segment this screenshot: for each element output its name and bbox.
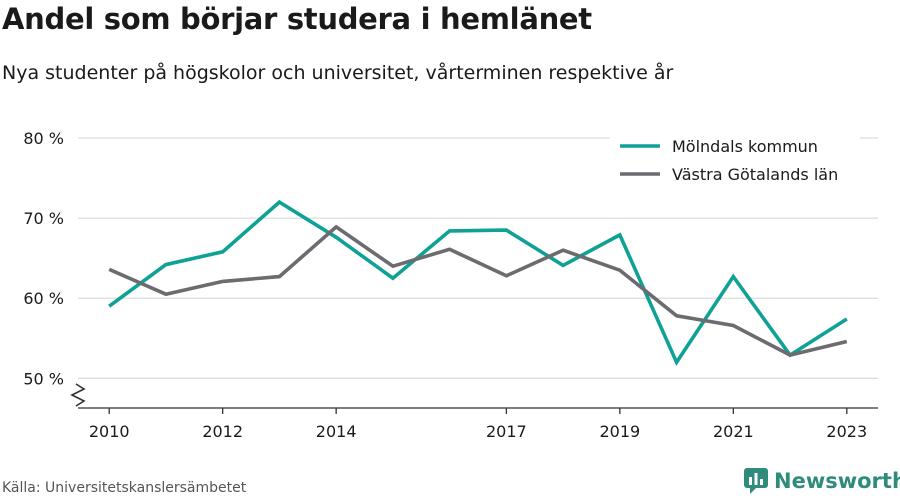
series-lines: [108, 199, 848, 367]
chart-title: Andel som börjar studera i hemlänet: [2, 2, 592, 36]
x-tick-label: 2023: [826, 422, 867, 441]
legend: Mölndals kommun Västra Götalands län: [610, 130, 860, 184]
legend-item: Västra Götalands län: [610, 158, 860, 184]
legend-item-background: [610, 158, 860, 182]
series-line-vastra-gotalands-lan: [108, 224, 848, 358]
x-tick-label: 2021: [713, 422, 754, 441]
x-tick-label: 2014: [316, 422, 357, 441]
bar-chart-logo-icon: [744, 468, 768, 494]
y-tick-label: 80 %: [23, 129, 64, 148]
chart-subtitle: Nya studenter på högskolor och universit…: [2, 62, 674, 84]
brand-name: Newsworthy: [774, 469, 900, 493]
axes: 50 % 60 % 70 % 80 % 2010 2012 2014 2017 2019 2021…: [23, 129, 878, 441]
y-tick-label: 70 %: [23, 209, 64, 228]
source-note: Källa: Universitetskanslersämbetet: [2, 480, 247, 496]
legend-label: Västra Götalands län: [672, 165, 838, 184]
x-tick-label: 2012: [202, 422, 243, 441]
line-chart: 50 % 60 % 70 % 80 % 2010 2012 2014 2017 2019 2021…: [23, 129, 878, 441]
y-tick-label: 60 %: [23, 289, 64, 308]
x-tick-label: 2019: [599, 422, 640, 441]
axis-break-marker: [70, 383, 86, 407]
legend-label: Mölndals kommun: [672, 137, 818, 156]
brand-logo: Newsworthy: [744, 468, 900, 494]
x-tick-label: 2010: [89, 422, 130, 441]
legend-item: Mölndals kommun: [610, 130, 860, 156]
legend-item-background: [610, 130, 860, 154]
x-tick-label: 2017: [486, 422, 527, 441]
y-tick-label: 50 %: [23, 369, 64, 388]
series-line-molndals-kommun: [108, 199, 848, 367]
